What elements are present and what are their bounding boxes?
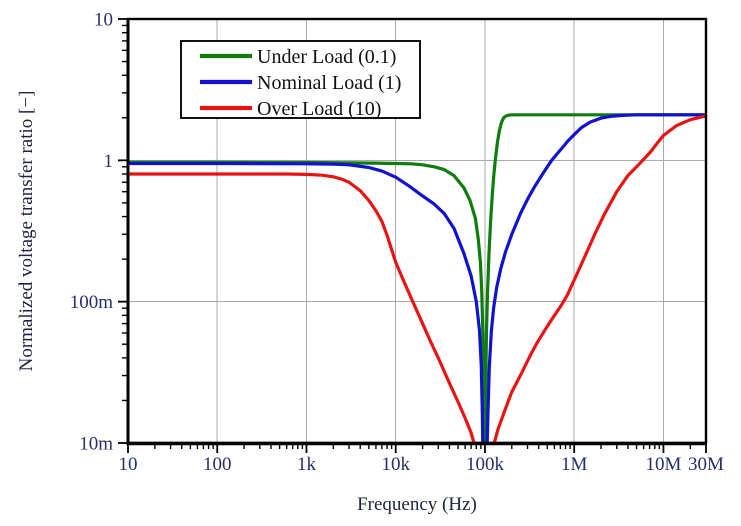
y-tick-label: 10m <box>79 434 113 455</box>
x-tick-label: 10M <box>645 454 681 475</box>
y-tick-label: 1 <box>104 151 114 172</box>
x-tick-label: 30M <box>688 454 724 475</box>
y-tick-label: 100m <box>70 292 114 313</box>
legend-label-over-load-10: Over Load (10) <box>257 98 381 120</box>
legend-label-under-load-0-1: Under Load (0.1) <box>257 46 396 68</box>
y-tick-label: 10 <box>94 10 113 31</box>
legend-label-nominal-load-1: Nominal Load (1) <box>257 72 401 94</box>
series-under-load-0-1 <box>128 113 706 443</box>
x-axis-title: Frequency (Hz) <box>357 494 477 515</box>
y-axis-title: Normalized voltage transfer ratio [−] <box>16 91 37 372</box>
x-tick-label: 100 <box>203 454 232 475</box>
x-tick-label: 1M <box>561 454 588 475</box>
series-nominal-load-1 <box>128 113 706 443</box>
series-over-load-10 <box>128 114 706 443</box>
x-tick-label: 100k <box>466 454 505 475</box>
x-tick-label: 1k <box>297 454 317 475</box>
x-tick-label: 10 <box>119 454 138 475</box>
x-tick-label: 10k <box>381 454 410 475</box>
legend-box <box>180 40 421 119</box>
curves-layer <box>128 113 706 443</box>
legend: Under Load (0.1) Nominal Load (1) Over Loa… <box>180 40 421 120</box>
